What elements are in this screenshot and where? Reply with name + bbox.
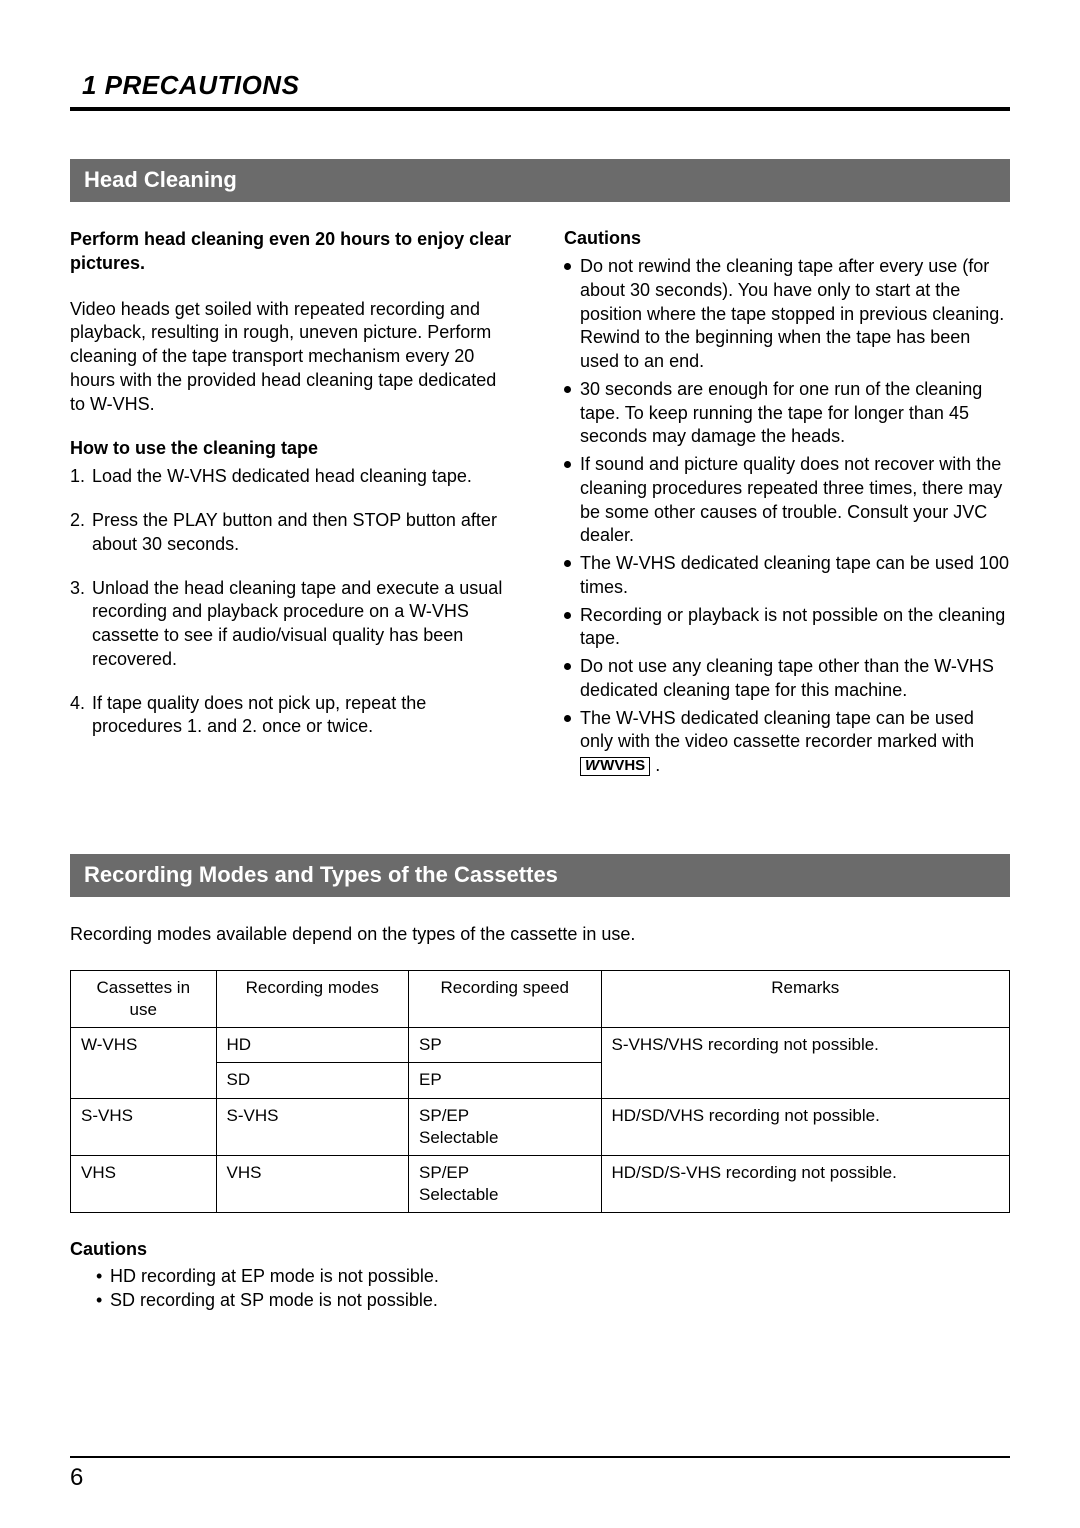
caution-item: Do not rewind the cleaning tape after ev… — [564, 255, 1010, 374]
th-speed: Recording speed — [409, 971, 601, 1028]
cell-remark: HD/SD/VHS recording not possible. — [601, 1098, 1010, 1155]
section-bar-recording-modes: Recording Modes and Types of the Cassett… — [70, 854, 1010, 897]
cell-speed: EP — [409, 1063, 601, 1098]
step-item: Load the W-VHS dedicated head cleaning t… — [90, 465, 516, 489]
caution-item: Recording or playback is not possible on… — [564, 604, 1010, 652]
caution-item: Do not use any cleaning tape other than … — [564, 655, 1010, 703]
cell-mode: VHS — [216, 1155, 408, 1212]
chapter-rule — [70, 107, 1010, 111]
step-item: If tape quality does not pick up, repeat… — [90, 692, 516, 740]
intro-paragraph: Video heads get soiled with repeated rec… — [70, 298, 516, 417]
chapter-title: 1 PRECAUTIONS — [82, 70, 1010, 101]
page-number: 6 — [70, 1464, 83, 1492]
cautions-heading: Cautions — [564, 228, 1010, 249]
cell-remark: S-VHS/VHS recording not possible. — [601, 1028, 1010, 1098]
cell-speed: SP/EP Selectable — [409, 1155, 601, 1212]
cell-cassette: VHS — [71, 1155, 217, 1212]
caution-item: 30 seconds are enough for one run of the… — [564, 378, 1010, 449]
recording-modes-intro: Recording modes available depend on the … — [70, 923, 1010, 946]
caution-item: If sound and picture quality does not re… — [564, 453, 1010, 548]
section-gap — [70, 782, 1010, 854]
cell-cassette: W-VHS — [71, 1028, 217, 1098]
cell-mode: S-VHS — [216, 1098, 408, 1155]
cell-remark: HD/SD/S-VHS recording not possible. — [601, 1155, 1010, 1212]
caution-item: The W-VHS dedicated cleaning tape can be… — [564, 552, 1010, 600]
table-row: VHS VHS SP/EP Selectable HD/SD/S-VHS rec… — [71, 1155, 1010, 1212]
cell-speed: SP — [409, 1028, 601, 1063]
wvhs-mark-inner: WVHS — [600, 757, 645, 774]
caution-wvhs-prefix: The W-VHS dedicated cleaning tape can be… — [580, 708, 974, 752]
th-remarks: Remarks — [601, 971, 1010, 1028]
cell-mode: SD — [216, 1063, 408, 1098]
table-cautions-block: Cautions HD recording at EP mode is not … — [70, 1239, 1010, 1313]
section-bar-head-cleaning: Head Cleaning — [70, 159, 1010, 202]
table-header-row: Cassettes in use Recording modes Recordi… — [71, 971, 1010, 1028]
footer-rule — [70, 1456, 1010, 1458]
table-caution-item: SD recording at SP mode is not possible. — [96, 1288, 1010, 1312]
table-row: S-VHS S-VHS SP/EP Selectable HD/SD/VHS r… — [71, 1098, 1010, 1155]
head-cleaning-right-col: Cautions Do not rewind the cleaning tape… — [564, 228, 1010, 782]
th-cassettes: Cassettes in use — [71, 971, 217, 1028]
caution-wvhs-suffix: . — [655, 755, 660, 775]
cell-cassette: S-VHS — [71, 1098, 217, 1155]
table-cautions-list: HD recording at EP mode is not possible.… — [70, 1264, 1010, 1313]
cell-speed: SP/EP Selectable — [409, 1098, 601, 1155]
table-row: W-VHS HD SP S-VHS/VHS recording not poss… — [71, 1028, 1010, 1063]
head-cleaning-left-col: Perform head cleaning even 20 hours to e… — [70, 228, 516, 782]
head-cleaning-columns: Perform head cleaning even 20 hours to e… — [70, 228, 1010, 782]
step-item: Press the PLAY button and then STOP butt… — [90, 509, 516, 557]
wvhs-logo-icon: WWVHS — [580, 757, 650, 776]
cell-mode: HD — [216, 1028, 408, 1063]
th-modes: Recording modes — [216, 971, 408, 1028]
step-item: Unload the head cleaning tape and execut… — [90, 577, 516, 672]
caution-item-wvhs: The W-VHS dedicated cleaning tape can be… — [564, 707, 1010, 778]
table-caution-item: HD recording at EP mode is not possible. — [96, 1264, 1010, 1288]
recording-modes-table: Cassettes in use Recording modes Recordi… — [70, 970, 1010, 1213]
table-cautions-heading: Cautions — [70, 1239, 1010, 1260]
lead-paragraph: Perform head cleaning even 20 hours to e… — [70, 228, 516, 276]
cautions-list: Do not rewind the cleaning tape after ev… — [564, 255, 1010, 778]
howto-heading: How to use the cleaning tape — [70, 438, 516, 459]
howto-steps: Load the W-VHS dedicated head cleaning t… — [70, 465, 516, 739]
page: 1 PRECAUTIONS Head Cleaning Perform head… — [0, 0, 1080, 1528]
